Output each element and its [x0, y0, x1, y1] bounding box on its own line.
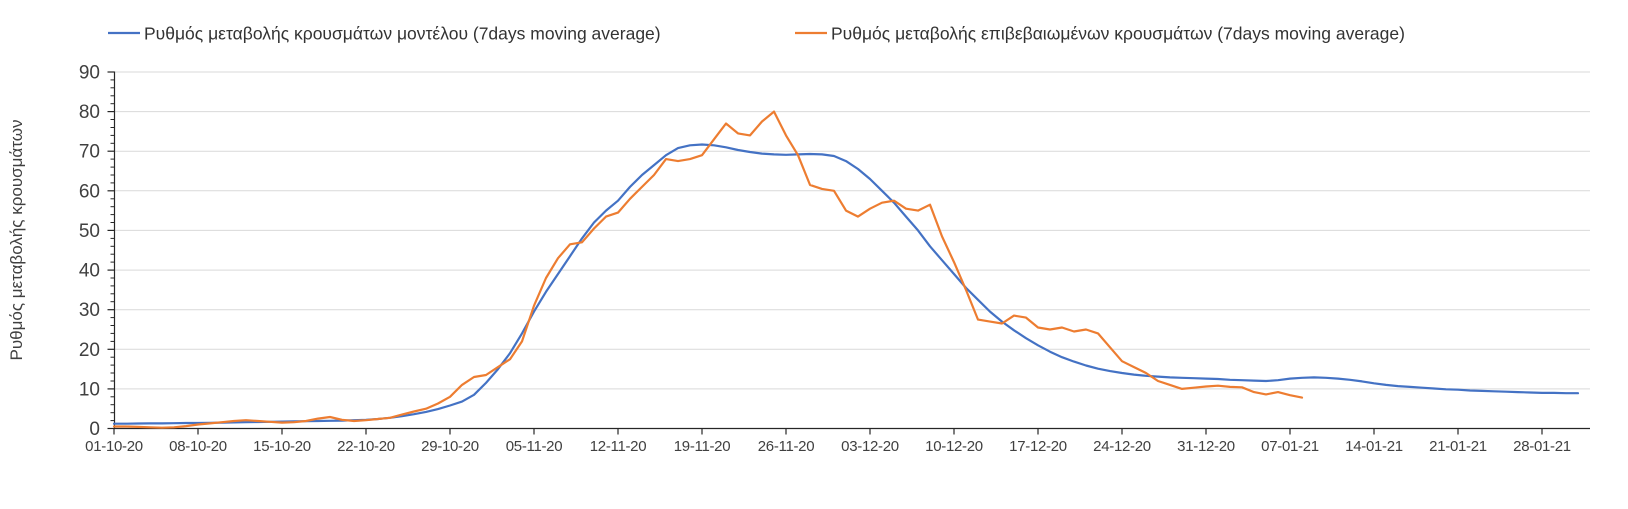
x-tick-labels: 01-10-20 08-10-20 15-10-20 22-10-20 29-10-20…: [85, 438, 1571, 455]
y-tick-label: 80: [79, 102, 100, 123]
legend-label-model: Ρυθμός μεταβολής κρουσμάτων μοντέλου (7d…: [144, 24, 661, 44]
x-tick-label: 28-01-21: [1513, 438, 1571, 455]
x-tick-label: 01-10-20: [85, 438, 143, 455]
x-tick-label: 24-12-20: [1093, 438, 1151, 455]
series-line-model: [112, 143, 1580, 425]
x-tick-label: 15-10-20: [253, 438, 311, 455]
series-lines: [112, 110, 1580, 429]
x-tick-label: 21-01-21: [1429, 438, 1487, 455]
y-tick-label: 40: [79, 261, 100, 282]
x-tick-label: 17-12-20: [1009, 438, 1067, 455]
x-tick-label: 31-12-20: [1177, 438, 1235, 455]
x-tick-label: 03-12-20: [841, 438, 899, 455]
y-tick-labels: 0 10 20 30 40 50 60 70 80 90: [79, 63, 100, 441]
y-tick-label: 60: [79, 181, 100, 202]
x-tick-label: 10-12-20: [925, 438, 983, 455]
x-tick-label: 12-11-20: [590, 438, 647, 455]
y-tick-label: 20: [79, 340, 100, 361]
axes: [113, 71, 1590, 430]
x-tick-label: 05-11-20: [506, 438, 563, 455]
y-tick-label: 0: [89, 419, 100, 440]
gridlines: [114, 71, 1590, 390]
axis-ticks: [107, 71, 1543, 435]
y-tick-label: 30: [79, 300, 100, 321]
y-tick-label: 90: [79, 63, 100, 84]
x-tick-label: 07-01-21: [1261, 438, 1319, 455]
x-tick-label: 14-01-21: [1345, 438, 1403, 455]
series-line-confirmed: [112, 110, 1304, 429]
legend-label-confirmed: Ρυθμός μεταβολής επιβεβαιωμένων κρουσμάτ…: [831, 24, 1405, 44]
x-tick-label: 08-10-20: [169, 438, 227, 455]
y-tick-label: 70: [79, 142, 100, 163]
x-tick-label: 26-11-20: [758, 438, 815, 455]
x-tick-label: 19-11-20: [674, 438, 731, 455]
y-axis-title: Ρυθμός μεταβολής κρουσμάτων: [7, 120, 26, 361]
x-tick-label: 22-10-20: [337, 438, 395, 455]
y-tick-label: 50: [79, 221, 100, 242]
x-tick-label: 29-10-20: [421, 438, 479, 455]
y-tick-label: 10: [79, 379, 100, 400]
legend: Ρυθμός μεταβολής κρουσμάτων μοντέλου (7d…: [108, 24, 1405, 44]
